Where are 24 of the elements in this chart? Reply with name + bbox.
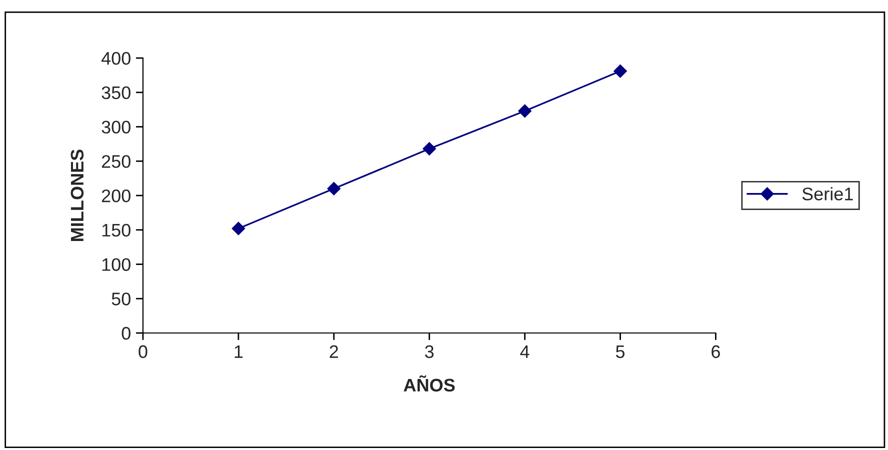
x-tick-label: 3 — [425, 345, 434, 358]
legend-label: Serie1 — [802, 187, 853, 200]
x-tick-label: 4 — [520, 345, 530, 358]
y-tick-label: 250 — [102, 155, 130, 168]
y-tick-label: 50 — [112, 292, 130, 306]
x-tick-label: 2 — [330, 345, 338, 358]
y-tick-label: 0 — [122, 326, 130, 340]
y-tick-label: 300 — [102, 120, 130, 134]
y-axis-title: MILLONES — [70, 150, 84, 241]
point — [232, 222, 246, 236]
y-tick-label: 100 — [102, 258, 130, 271]
y-tick-label: 200 — [102, 189, 130, 202]
y-tick-label: 400 — [101, 52, 130, 65]
point — [422, 142, 436, 156]
point — [518, 104, 532, 118]
x-tick-label: 1 — [234, 345, 243, 358]
y-tick-label: 350 — [102, 86, 130, 100]
x-axis-title: AÑOS — [404, 375, 455, 392]
x-tick-label: 6 — [712, 345, 720, 358]
x-tick-label: 5 — [616, 345, 625, 358]
x-tick-label: 0 — [138, 345, 148, 358]
point — [327, 182, 340, 196]
y-tick-label: 150 — [102, 224, 130, 237]
point — [614, 64, 627, 78]
